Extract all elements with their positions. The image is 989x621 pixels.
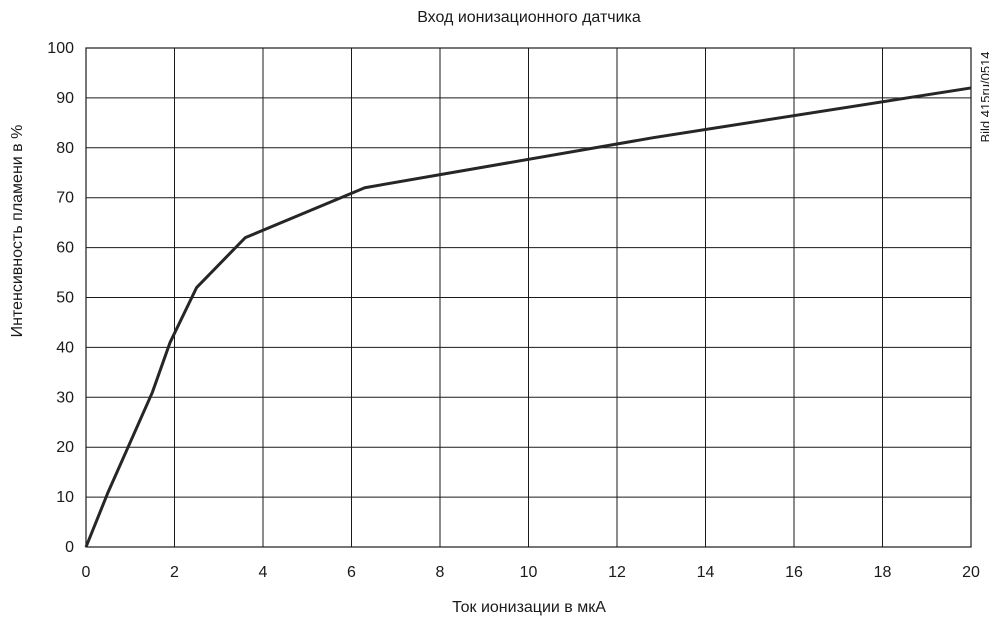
- y-tick-label: 100: [47, 40, 74, 57]
- x-tick-label: 6: [347, 564, 356, 581]
- x-tick-label: 8: [436, 564, 445, 581]
- x-tick-label: 2: [170, 564, 179, 581]
- x-tick-label: 0: [82, 564, 91, 581]
- y-tick-label: 50: [56, 290, 74, 307]
- y-tick-label: 0: [65, 539, 74, 556]
- grid: [85, 47, 972, 548]
- x-tick-label: 12: [608, 564, 626, 581]
- y-tick-label: 80: [56, 140, 74, 157]
- series-line: [84, 86, 972, 548]
- y-axis-title: Интенсивность пламени в %: [9, 125, 26, 338]
- figure-reference-label: Bild 415ru/0514: [978, 51, 989, 142]
- y-tick-label: 10: [56, 489, 74, 506]
- y-tick-label: 90: [56, 90, 74, 107]
- x-tick-label: 10: [520, 564, 538, 581]
- y-tick-label: 20: [56, 439, 74, 456]
- x-tick-label: 18: [874, 564, 892, 581]
- x-tick-label: 4: [259, 564, 268, 581]
- x-axis-title: Ток ионизации в мкА: [452, 599, 606, 616]
- series-group: [84, 86, 972, 548]
- y-tick-labels: 0 10 20 30 40 50 60 70 80 90 100: [47, 40, 74, 556]
- plot-frame: [85, 47, 972, 548]
- y-tick-label: 30: [56, 389, 74, 406]
- chart-title: Вход ионизационного датчика: [417, 9, 641, 26]
- x-tick-labels: 0 2 4 6 8 10 12 14 16 18 20: [82, 564, 980, 581]
- x-tick-label: 14: [697, 564, 715, 581]
- x-tick-label: 16: [785, 564, 803, 581]
- y-tick-label: 60: [56, 240, 74, 257]
- y-tick-label: 40: [56, 339, 74, 356]
- y-tick-label: 70: [56, 190, 74, 207]
- x-tick-label: 20: [962, 564, 980, 581]
